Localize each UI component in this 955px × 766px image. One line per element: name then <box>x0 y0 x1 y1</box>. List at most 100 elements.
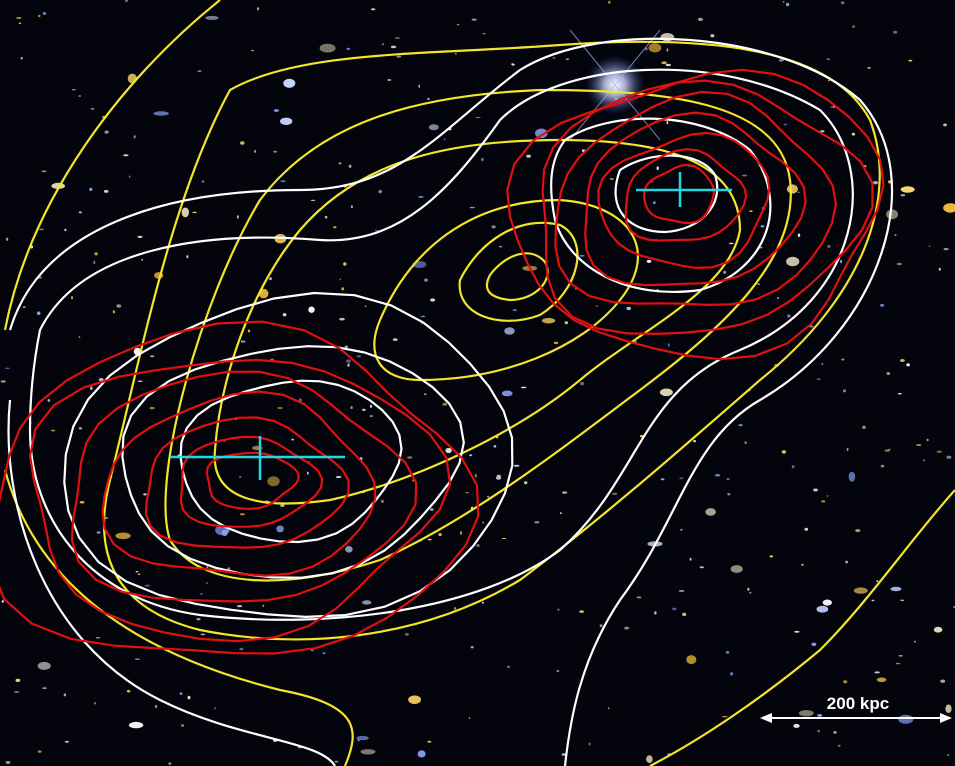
galaxy <box>672 607 677 611</box>
galaxy <box>308 306 315 313</box>
galaxy <box>427 538 432 541</box>
galaxy <box>78 336 81 338</box>
galaxy <box>624 626 630 630</box>
galaxy <box>94 702 97 705</box>
galaxy <box>888 180 892 184</box>
peak-markers <box>170 172 732 480</box>
galaxy <box>481 601 484 604</box>
galaxy <box>356 355 361 358</box>
galaxy <box>777 296 779 300</box>
galaxy <box>940 679 946 683</box>
galaxy <box>128 721 144 729</box>
galaxy <box>714 474 721 477</box>
galaxy <box>840 1 845 5</box>
galaxy <box>369 415 373 417</box>
galaxy <box>277 407 283 409</box>
galaxy <box>679 477 684 480</box>
galaxy <box>556 670 560 672</box>
galaxy <box>137 380 143 382</box>
galaxy <box>197 70 202 72</box>
galaxy <box>499 246 503 248</box>
galaxy <box>0 380 6 383</box>
galaxy <box>874 671 880 674</box>
galaxy <box>143 493 147 496</box>
galaxy <box>238 475 242 479</box>
galaxy <box>778 59 784 62</box>
galaxy <box>470 646 474 649</box>
galaxy <box>71 89 76 91</box>
galaxy <box>607 707 610 709</box>
galaxy <box>22 306 26 308</box>
galaxy <box>851 132 856 136</box>
galaxy <box>487 495 490 498</box>
galaxy <box>611 492 618 495</box>
galaxy <box>345 359 352 363</box>
galaxy <box>561 753 566 756</box>
galaxy <box>351 205 353 209</box>
galaxy <box>821 500 826 503</box>
galaxy <box>513 464 520 467</box>
galaxy <box>476 544 480 547</box>
galaxy <box>482 521 485 524</box>
galaxy <box>370 8 376 11</box>
galaxy <box>565 58 570 61</box>
galaxy <box>404 633 409 636</box>
galaxy <box>946 455 952 459</box>
galaxy <box>867 67 871 69</box>
galaxy <box>794 630 800 633</box>
scale-label: 200 kpc <box>827 694 889 713</box>
red-contour <box>29 358 452 643</box>
galaxy <box>78 211 82 214</box>
galaxy <box>813 488 818 492</box>
galaxy <box>387 78 392 82</box>
galaxy <box>394 37 400 39</box>
galaxy <box>900 599 905 602</box>
white-contour <box>7 399 336 766</box>
galaxy <box>350 406 353 410</box>
galaxy <box>380 499 384 503</box>
galaxy <box>181 724 185 727</box>
galaxy <box>787 314 791 318</box>
galaxy <box>928 245 931 247</box>
galaxy <box>200 593 203 595</box>
galaxy <box>137 573 141 575</box>
galaxy <box>481 157 484 162</box>
galaxy <box>841 358 845 361</box>
galaxy <box>705 508 716 516</box>
galaxy <box>722 716 728 718</box>
galaxy <box>817 714 823 717</box>
galaxy <box>665 63 671 67</box>
galaxy <box>884 449 890 452</box>
galaxy <box>871 599 875 602</box>
galaxy <box>710 34 715 38</box>
galaxy <box>816 378 821 380</box>
galaxy <box>667 343 670 347</box>
galaxy <box>898 655 903 657</box>
yellow-contour <box>485 252 549 302</box>
galaxy <box>254 149 256 153</box>
galaxy <box>599 624 603 628</box>
galaxy <box>135 571 139 573</box>
galaxy <box>837 744 841 747</box>
galaxy <box>364 305 367 307</box>
galaxy <box>749 591 752 594</box>
galaxy <box>251 49 254 52</box>
galaxy <box>680 528 683 531</box>
galaxy <box>816 605 829 613</box>
galaxy <box>70 296 74 300</box>
galaxy <box>144 584 151 587</box>
galaxy <box>206 566 209 568</box>
galaxy <box>227 567 231 571</box>
galaxy <box>475 116 481 119</box>
galaxy <box>64 228 67 232</box>
galaxy <box>134 658 140 660</box>
galaxy <box>553 341 559 345</box>
galaxy <box>646 259 652 263</box>
red-contour <box>70 370 418 603</box>
red-contour <box>643 163 715 225</box>
galaxy <box>880 464 885 468</box>
galaxy <box>888 448 891 451</box>
galaxy <box>335 476 342 478</box>
galaxy <box>822 599 832 606</box>
